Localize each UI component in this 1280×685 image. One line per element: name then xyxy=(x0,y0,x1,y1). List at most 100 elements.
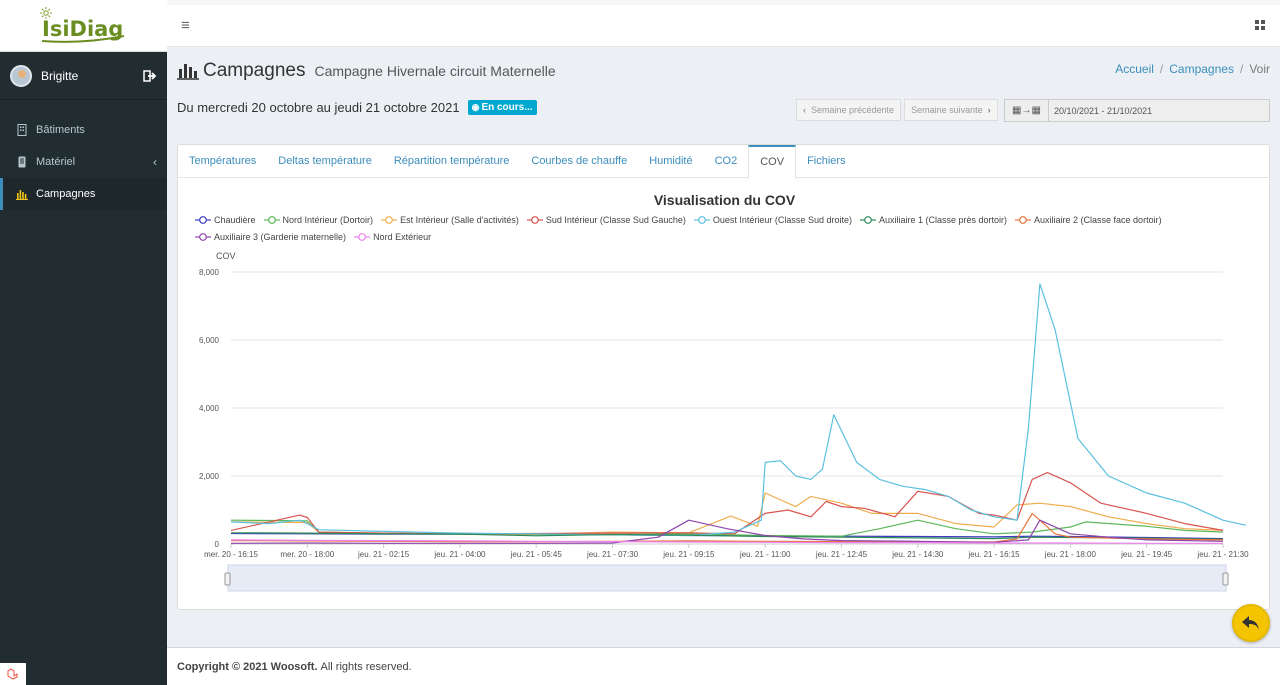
series-line xyxy=(230,539,1223,544)
logo[interactable]: IsiDiag xyxy=(0,0,167,52)
legend-label: Nord Extérieur xyxy=(373,232,432,242)
legend-item[interactable]: Est Intérieur (Salle d'activités) xyxy=(381,214,519,226)
legend-item[interactable]: Nord Extérieur xyxy=(354,231,431,243)
sidebar-item-materiel[interactable]: Matériel ‹ xyxy=(0,146,167,178)
legend-marker xyxy=(195,216,211,224)
x-tick-label: jeu. 21 - 18:00 xyxy=(1044,550,1097,559)
apps-grid-icon[interactable] xyxy=(1254,19,1266,31)
chevron-left-icon: ‹ xyxy=(153,155,157,169)
avatar[interactable] xyxy=(10,64,32,87)
x-tick-label: jeu. 21 - 19:45 xyxy=(1120,550,1173,559)
legend-item[interactable]: Chaudière xyxy=(195,214,256,226)
chart-title: Visualisation du COV xyxy=(653,192,796,208)
period-text: Du mercredi 20 octobre au jeudi 21 octob… xyxy=(177,100,537,115)
user-name: Brigitte xyxy=(41,68,79,83)
legend-marker xyxy=(263,216,280,224)
legend-marker xyxy=(195,233,211,241)
chart-legend: Chaudière Nord Intérieur (Dortoir) Est Int… xyxy=(195,214,1255,243)
x-tick-label: jeu. 21 - 04:00 xyxy=(433,550,486,559)
back-button[interactable] xyxy=(1232,604,1270,642)
chevron-left-icon: ‹ xyxy=(803,105,806,115)
sidebar-menu: Bâtiments Matériel ‹ Campagnes xyxy=(0,114,167,210)
tab-courbes-de-chauffe[interactable]: Courbes de chauffe xyxy=(531,155,628,167)
status-badge-label: En cours... xyxy=(481,102,533,113)
legend-marker xyxy=(381,216,398,224)
sidebar-item-campagnes[interactable]: Campagnes xyxy=(0,178,167,210)
next-week-button[interactable]: Semaine suivante › xyxy=(904,99,998,121)
legend-label: Auxiliaire 1 (Classe près dortoir) xyxy=(878,215,1008,225)
legend-marker xyxy=(526,216,543,224)
user-panel: Brigitte xyxy=(0,52,167,100)
legend-item[interactable]: Auxiliaire 2 (Classe face dortoir) xyxy=(1015,214,1162,226)
y-tick-label: 8,000 xyxy=(199,268,220,277)
legend-marker xyxy=(354,233,371,241)
menu-toggle-icon[interactable]: ≡ xyxy=(181,17,190,34)
logout-icon[interactable] xyxy=(143,69,157,83)
cov-line-chart: COV 0 2,000 4,000 6,000 8,000 mer. 20 - 16:15 m… xyxy=(199,251,1249,592)
y-tick-label: 2,000 xyxy=(199,472,220,481)
bar-chart-icon xyxy=(177,64,199,80)
tab-cov[interactable]: COV xyxy=(748,145,797,179)
legend-item[interactable]: Ouest Intérieur (Classe Sud droite) xyxy=(693,214,852,226)
sidebar-item-batiments[interactable]: Bâtiments xyxy=(0,114,167,146)
x-tick-label: jeu. 21 - 16:15 xyxy=(967,550,1020,559)
legend-marker xyxy=(1015,216,1032,224)
legend-label: Auxiliaire 2 (Classe face dortoir) xyxy=(1034,215,1162,225)
tab-deltas-temperature[interactable]: Deltas température xyxy=(278,155,372,167)
period-label: Du mercredi 20 octobre au jeudi 21 octob… xyxy=(177,100,460,115)
x-tick-label: jeu. 21 - 12:45 xyxy=(815,550,868,559)
tab-temperatures[interactable]: Températures xyxy=(189,155,257,167)
browser-top-strip xyxy=(167,0,1280,5)
x-tick-label: jeu. 21 - 09:15 xyxy=(662,550,715,559)
series-line xyxy=(230,492,1224,535)
page-subtitle: Campagne Hivernale circuit Maternelle xyxy=(314,63,556,79)
series-line xyxy=(230,472,1224,535)
x-tick-label: jeu. 21 - 07:30 xyxy=(586,550,639,559)
x-tick-label: jeu. 21 - 21:30 xyxy=(1196,550,1249,559)
tab-co2[interactable]: CO2 xyxy=(714,155,738,167)
breadcrumb-campagnes[interactable]: Campagnes xyxy=(1169,62,1234,76)
legend-marker xyxy=(693,216,710,224)
legend-item[interactable]: Auxiliaire 3 (Garderie maternelle) xyxy=(195,231,346,243)
campaign-card: Températures Deltas température Répartit… xyxy=(177,144,1270,610)
footer-copyright: Copyright © 2021 Woosoft. xyxy=(177,660,318,673)
x-tick-label: mer. 20 - 18:00 xyxy=(280,550,334,559)
sidebar: IsiDiag Brigitte Bâtiments Matériel ‹ xyxy=(0,0,167,685)
x-tick-label: jeu. 21 - 02:15 xyxy=(357,550,410,559)
footer-rights: All rights reserved. xyxy=(320,660,412,673)
sidebar-item-label: Bâtiments xyxy=(36,124,85,136)
x-tick-label: jeu. 21 - 11:00 xyxy=(739,550,791,559)
legend-item[interactable]: Sud Intérieur (Classe Sud Gauche) xyxy=(526,214,686,226)
page-title: Campagnes Campagne Hivernale circuit Mat… xyxy=(177,60,556,82)
page-heading: Campagnes xyxy=(203,60,306,81)
breadcrumb: Accueil / Campagnes / Voir xyxy=(1115,62,1270,76)
y-tick-label: 4,000 xyxy=(199,404,220,413)
y-tick-label: 0 xyxy=(215,540,220,549)
tabs-bar: Températures Deltas température Répartit… xyxy=(178,145,1269,179)
previous-week-button[interactable]: ‹ Semaine précédente xyxy=(796,99,902,121)
legend-label: Est Intérieur (Salle d'activités) xyxy=(400,215,519,225)
sidebar-item-label: Matériel xyxy=(36,156,76,168)
svg-text:IsiDiag: IsiDiag xyxy=(42,17,123,41)
series-line xyxy=(230,283,1247,537)
laravel-icon xyxy=(0,663,26,685)
navigator-handle-right xyxy=(1222,572,1229,586)
series-line xyxy=(230,532,1224,540)
tab-humidite[interactable]: Humidité xyxy=(649,155,693,167)
calendar-range-icon: ▦→▦ xyxy=(1005,100,1049,121)
rss-icon: ◉ xyxy=(471,102,480,112)
status-badge: ◉ En cours... xyxy=(467,100,537,115)
y-tick-label: 6,000 xyxy=(199,336,220,345)
bar-chart-icon xyxy=(16,188,28,200)
tab-repartition-temperature[interactable]: Répartition température xyxy=(393,155,510,167)
chevron-right-icon: › xyxy=(987,105,991,115)
legend-item[interactable]: Auxiliaire 1 (Classe près dortoir) xyxy=(859,214,1008,226)
date-range-picker[interactable]: ▦→▦ xyxy=(1004,99,1270,122)
date-range-input[interactable] xyxy=(1049,100,1269,121)
previous-week-label: Semaine précédente xyxy=(811,105,895,115)
tab-fichiers[interactable]: Fichiers xyxy=(807,155,846,167)
breadcrumb-home[interactable]: Accueil xyxy=(1115,62,1154,76)
legend-item[interactable]: Nord Intérieur (Dortoir) xyxy=(263,214,373,226)
series-line xyxy=(230,512,1224,543)
top-navbar: ≡ xyxy=(167,5,1280,47)
